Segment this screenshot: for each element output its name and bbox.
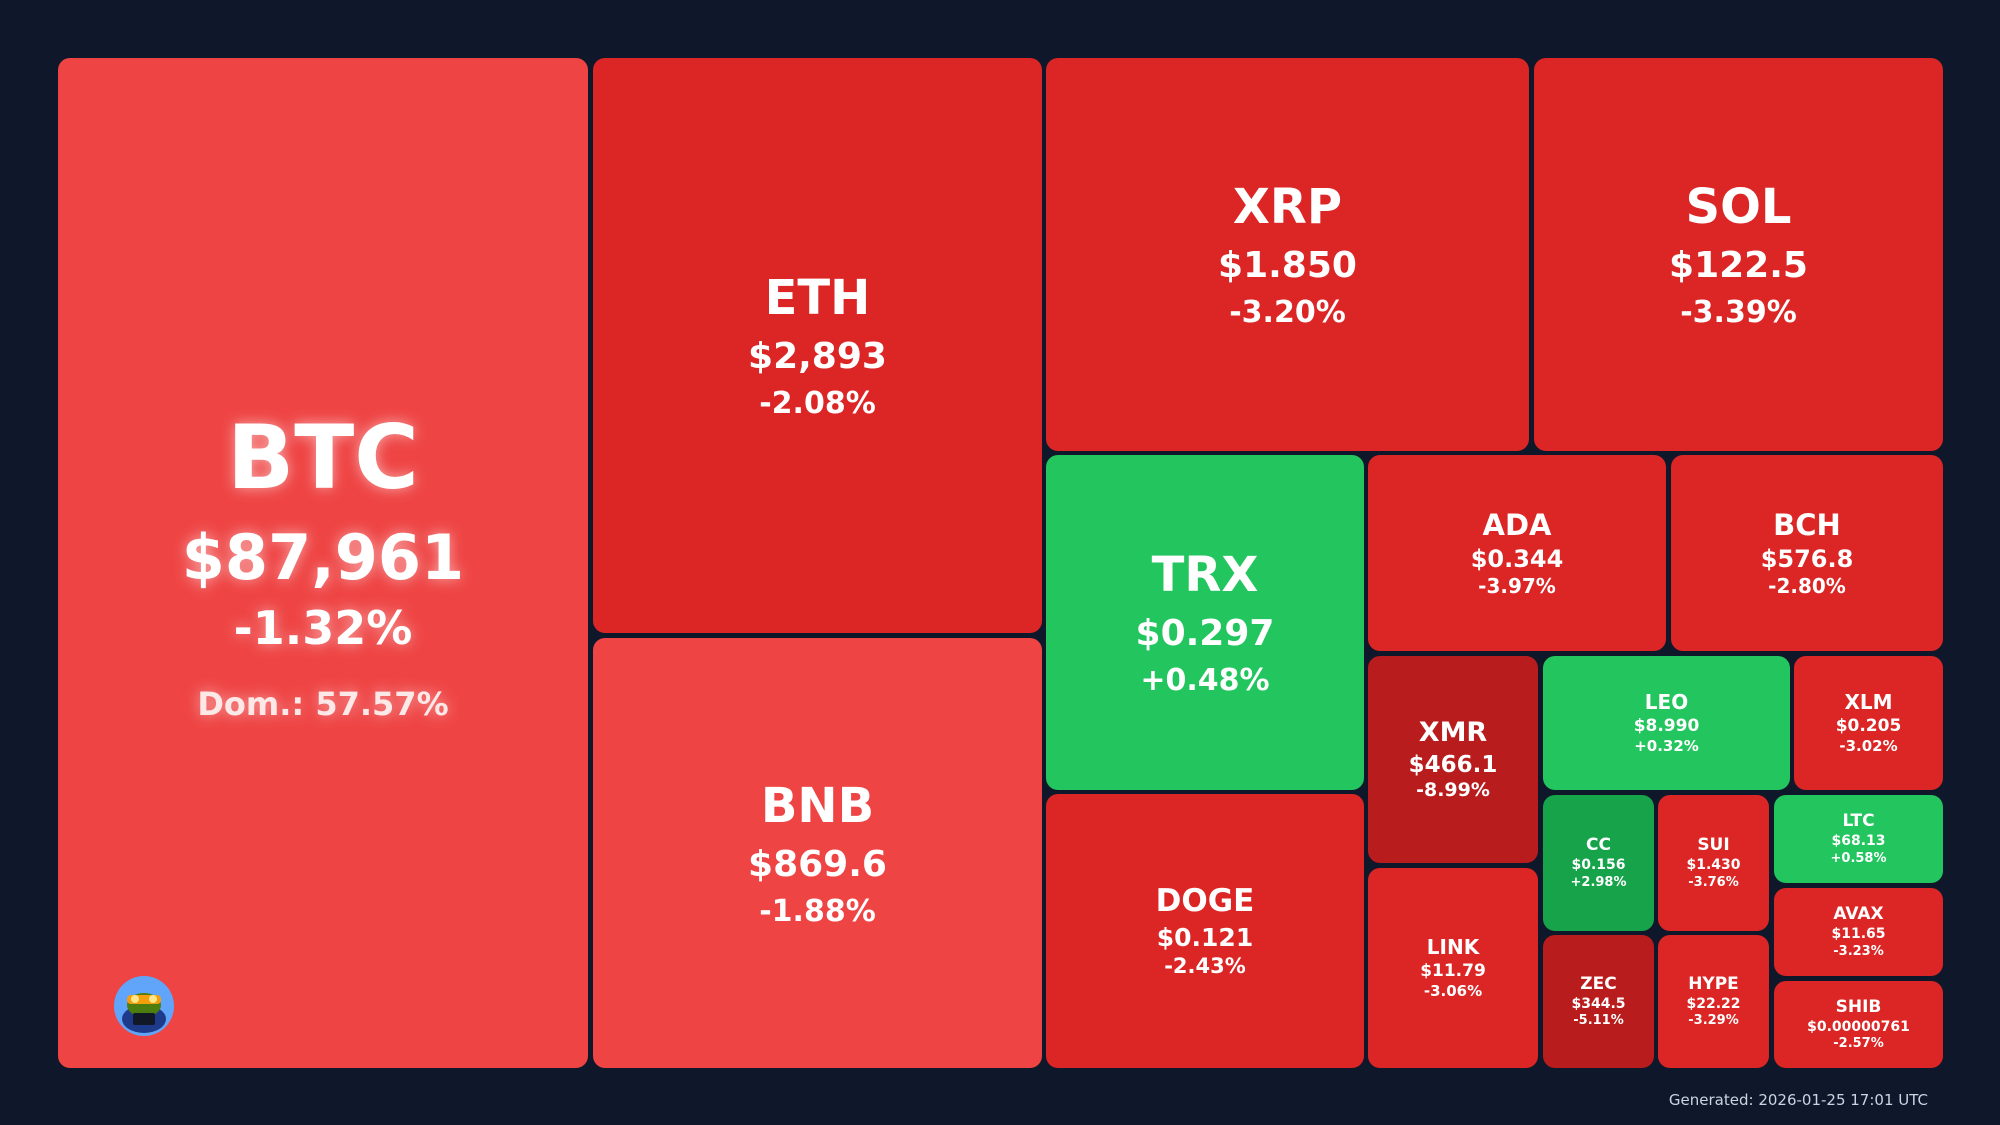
tile-ltc[interactable]: LTC $68.13 +0.58% xyxy=(1774,795,1943,883)
tile-price: $22.22 xyxy=(1686,995,1741,1012)
tile-eth[interactable]: ETH $2,893 -2.08% xyxy=(593,58,1042,633)
tile-symbol: BTC xyxy=(227,405,419,509)
tile-xlm[interactable]: XLM $0.205 -3.02% xyxy=(1794,656,1943,790)
tile-change: -2.80% xyxy=(1768,574,1846,599)
tile-price: $576.8 xyxy=(1760,545,1854,574)
tile-trx[interactable]: TRX $0.297 +0.48% xyxy=(1046,455,1364,790)
tile-change: -2.08% xyxy=(759,386,876,422)
tile-bch[interactable]: BCH $576.8 -2.80% xyxy=(1671,455,1943,651)
tile-change: +0.48% xyxy=(1140,663,1270,699)
tile-change: -3.23% xyxy=(1833,943,1884,959)
tile-btc[interactable]: BTC $87,961 -1.32% Dom.: 57.57% xyxy=(58,58,588,1068)
tile-price: $11.79 xyxy=(1420,961,1486,981)
generated-timestamp: Generated: 2026-01-25 17:01 UTC xyxy=(1668,1091,1928,1109)
tile-change: -3.39% xyxy=(1680,295,1797,331)
tile-symbol: XRP xyxy=(1232,179,1343,236)
tile-change: +0.32% xyxy=(1634,737,1699,756)
tile-change: -3.02% xyxy=(1839,737,1898,756)
tile-change: +2.98% xyxy=(1570,874,1627,890)
tile-price: $1.430 xyxy=(1686,857,1741,874)
tile-change: -5.11% xyxy=(1573,1013,1624,1029)
tile-symbol: ETH xyxy=(764,270,871,327)
tile-symbol: ZEC xyxy=(1580,973,1617,994)
tile-cc[interactable]: CC $0.156 +2.98% xyxy=(1543,795,1654,931)
tile-change: -3.97% xyxy=(1478,574,1556,599)
tile-price: $68.13 xyxy=(1831,833,1886,850)
tile-change: -3.06% xyxy=(1423,982,1483,1001)
tile-sui[interactable]: SUI $1.430 -3.76% xyxy=(1658,795,1769,931)
tile-price: $8.990 xyxy=(1633,716,1700,736)
tile-hype[interactable]: HYPE $22.22 -3.29% xyxy=(1658,935,1769,1068)
tile-price: $122.5 xyxy=(1669,245,1808,287)
tile-zec[interactable]: ZEC $344.5 -5.11% xyxy=(1543,935,1654,1068)
tile-price: $0.344 xyxy=(1470,545,1564,574)
tile-change: -1.32% xyxy=(233,601,413,655)
tile-symbol: HYPE xyxy=(1688,973,1739,994)
tile-price: $0.297 xyxy=(1135,613,1275,655)
tile-symbol: AVAX xyxy=(1833,904,1884,924)
tile-price: $0.121 xyxy=(1156,923,1254,953)
tile-change: -3.76% xyxy=(1688,874,1739,890)
tile-bnb[interactable]: BNB $869.6 -1.88% xyxy=(593,638,1042,1068)
tile-price: $466.1 xyxy=(1408,751,1498,778)
tile-symbol: LINK xyxy=(1426,935,1480,959)
tile-price: $87,961 xyxy=(181,520,465,594)
tile-shib[interactable]: SHIB $0.00000761 -2.57% xyxy=(1774,981,1943,1068)
tile-symbol: SOL xyxy=(1685,179,1792,236)
tile-change: -8.99% xyxy=(1416,779,1490,802)
tile-xrp[interactable]: XRP $1.850 -3.20% xyxy=(1046,58,1529,451)
tile-price: $869.6 xyxy=(748,843,887,885)
tile-symbol: SHIB xyxy=(1835,996,1882,1017)
tile-symbol: ADA xyxy=(1482,507,1552,542)
tile-symbol: XLM xyxy=(1844,690,1893,714)
tile-symbol: BCH xyxy=(1773,507,1841,542)
tile-price: $0.156 xyxy=(1571,857,1626,874)
tile-leo[interactable]: LEO $8.990 +0.32% xyxy=(1543,656,1790,790)
tile-price: $0.00000761 xyxy=(1807,1018,1910,1035)
tile-symbol: XMR xyxy=(1418,716,1488,748)
tile-change: -3.20% xyxy=(1229,295,1346,331)
tile-change: -2.57% xyxy=(1833,1036,1884,1052)
tile-price: $344.5 xyxy=(1571,995,1626,1012)
tile-symbol: LTC xyxy=(1842,811,1875,831)
pepe-mascot-icon xyxy=(114,976,174,1036)
tile-symbol: BNB xyxy=(760,777,875,834)
tile-symbol: DOGE xyxy=(1155,883,1255,920)
tile-change: -1.88% xyxy=(759,893,876,929)
tile-symbol: CC xyxy=(1586,835,1611,855)
tile-ada[interactable]: ADA $0.344 -3.97% xyxy=(1368,455,1666,651)
tile-symbol: SUI xyxy=(1697,835,1730,855)
tile-dominance: Dom.: 57.57% xyxy=(197,684,449,723)
tile-change: -2.43% xyxy=(1164,954,1246,979)
tile-price: $11.65 xyxy=(1831,926,1886,943)
tile-avax[interactable]: AVAX $11.65 -3.23% xyxy=(1774,888,1943,976)
tile-price: $2,893 xyxy=(748,336,887,378)
tile-change: -3.29% xyxy=(1688,1013,1739,1029)
tile-change: +0.58% xyxy=(1830,850,1887,866)
tile-symbol: LEO xyxy=(1644,690,1689,714)
tile-xmr[interactable]: XMR $466.1 -8.99% xyxy=(1368,656,1538,863)
tile-price: $1.850 xyxy=(1218,245,1357,287)
tile-price: $0.205 xyxy=(1835,716,1902,736)
tile-doge[interactable]: DOGE $0.121 -2.43% xyxy=(1046,794,1364,1068)
tile-symbol: TRX xyxy=(1151,547,1259,604)
tile-link[interactable]: LINK $11.79 -3.06% xyxy=(1368,868,1538,1068)
tile-sol[interactable]: SOL $122.5 -3.39% xyxy=(1534,58,1943,451)
